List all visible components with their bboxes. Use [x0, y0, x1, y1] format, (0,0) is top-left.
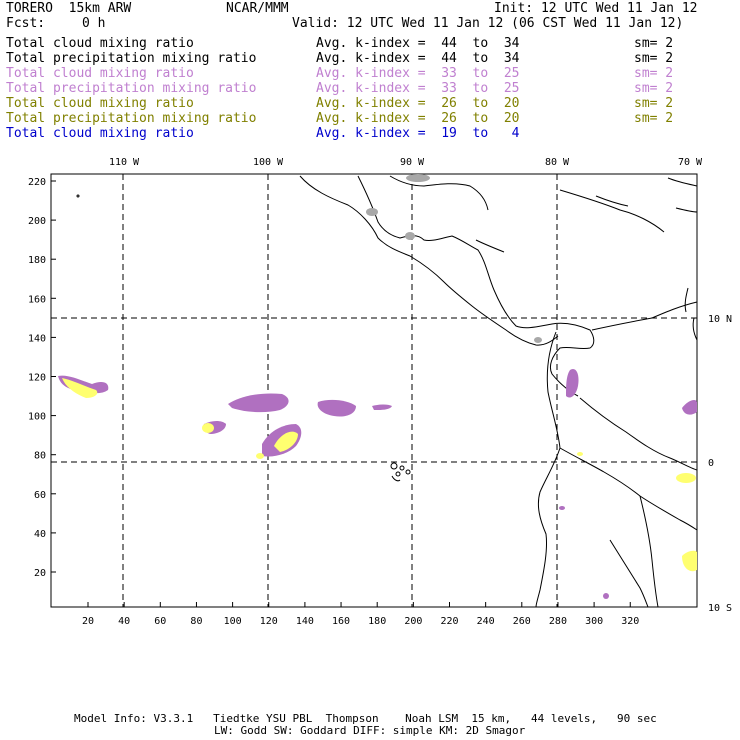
purple-cloud: [682, 400, 697, 415]
y-tick-label: 140: [28, 333, 46, 344]
purple-cloud: [603, 593, 609, 599]
map-frame: [50, 173, 698, 608]
y-axis-ticks: 220 200 180 160 140 120 100 80 60 40 20: [28, 177, 56, 579]
legend-label: Total cloud mixing ratio: [6, 126, 194, 141]
y-tick-label: 200: [28, 216, 46, 227]
y-tick-label: 180: [28, 255, 46, 266]
legend-k-index: Avg. k-index = 44 to 34: [316, 51, 520, 66]
yellow-cloud: [577, 452, 583, 456]
model-info-line2: LW: Godd SW: Goddard DIFF: simple KM: 2D…: [214, 724, 526, 737]
legend-smoothing: sm= 2: [634, 96, 674, 111]
purple-cloud: [317, 399, 356, 417]
purple-cloud: [559, 506, 565, 510]
grey-cloud: [534, 337, 542, 343]
x-tick-label: 260: [513, 616, 531, 627]
legend-smoothing: sm= 2: [634, 111, 674, 126]
legend-label: Total cloud mixing ratio: [6, 36, 194, 51]
y-tick-label: 40: [34, 529, 46, 540]
init-time: Init: 12 UTC Wed 11 Jan 12: [494, 1, 698, 16]
forecast-label: Fcst:: [6, 16, 46, 31]
x-tick-label: 300: [585, 616, 603, 627]
x-tick-label: 320: [621, 616, 639, 627]
yellow-cloud: [202, 423, 214, 433]
legend-k-index: Avg. k-index = 26 to 20: [316, 96, 520, 111]
x-tick-label: 200: [404, 616, 422, 627]
legend-label: Total precipitation mixing ratio: [6, 51, 257, 66]
legend-k-index: Avg. k-index = 33 to 25: [316, 66, 520, 81]
org-label: NCAR/MMM: [226, 1, 289, 16]
legend-smoothing: sm= 2: [634, 51, 674, 66]
lat-lon-grid: [51, 174, 697, 607]
latitude-label: 10 S: [708, 603, 732, 614]
longitude-label: 80 W: [545, 157, 570, 168]
y-tick-label: 100: [28, 412, 46, 423]
x-tick-label: 140: [296, 616, 314, 627]
legend-smoothing: sm= 2: [634, 36, 674, 51]
yellow-cloud: [62, 378, 98, 398]
y-tick-label: 220: [28, 177, 46, 188]
legend-k-index: Avg. k-index = 26 to 20: [316, 111, 520, 126]
valid-time: Valid: 12 UTC Wed 11 Jan 12 (06 CST Wed …: [292, 16, 684, 31]
legend-smoothing: sm= 2: [634, 66, 674, 81]
x-tick-label: 240: [477, 616, 495, 627]
model-title: TORERO 15km ARW: [6, 1, 132, 16]
y-tick-label: 20: [34, 568, 46, 579]
x-tick-label: 180: [368, 616, 386, 627]
legend-label: Total precipitation mixing ratio: [6, 81, 257, 96]
latitude-labels: 10 N 0 10 S: [708, 314, 732, 614]
y-tick-label: 80: [34, 451, 46, 462]
longitude-labels: 110 W 100 W 90 W 80 W 70 W: [109, 157, 703, 168]
x-tick-label: 120: [260, 616, 278, 627]
yellow-cloud: [682, 550, 697, 572]
legend-k-index: Avg. k-index = 44 to 34: [316, 36, 520, 51]
purple-cloud: [228, 393, 289, 413]
legend-label: Total cloud mixing ratio: [6, 96, 194, 111]
longitude-label: 100 W: [253, 157, 284, 168]
x-tick-label: 40: [118, 616, 130, 627]
y-tick-label: 120: [28, 373, 46, 384]
y-tick-label: 60: [34, 490, 46, 501]
purple-cloud: [566, 368, 579, 398]
legend-label: Total cloud mixing ratio: [6, 66, 194, 81]
x-tick-label: 100: [224, 616, 242, 627]
latitude-label: 0: [708, 458, 714, 469]
cloud-shapes: [58, 174, 697, 599]
forecast-hour: 0 h: [82, 16, 106, 31]
yellow-cloud: [256, 453, 264, 459]
grey-cloud: [366, 208, 378, 216]
x-tick-label: 80: [190, 616, 202, 627]
x-axis-ticks: 20 40 60 80 100 120 140 160 180 200 220 240 260 280 30…: [82, 602, 639, 627]
legend-smoothing: sm= 2: [634, 81, 674, 96]
x-tick-label: 20: [82, 616, 94, 627]
longitude-label: 70 W: [678, 157, 703, 168]
x-tick-label: 60: [154, 616, 166, 627]
y-tick-label: 160: [28, 294, 46, 305]
model-info-line1: Model Info: V3.3.1 Tiedtke YSU PBL Thomp…: [74, 712, 657, 725]
legend-k-index: Avg. k-index = 33 to 25: [316, 81, 520, 96]
latitude-label: 10 N: [708, 314, 732, 325]
grey-cloud: [405, 232, 415, 240]
yellow-cloud: [274, 431, 298, 452]
yellow-cloud: [676, 473, 696, 483]
longitude-label: 90 W: [400, 157, 425, 168]
x-tick-label: 160: [332, 616, 350, 627]
purple-cloud: [372, 404, 392, 410]
coastline: [76, 175, 698, 608]
longitude-label: 110 W: [109, 157, 140, 168]
grey-cloud: [406, 174, 430, 182]
x-tick-label: 280: [549, 616, 567, 627]
legend-label: Total precipitation mixing ratio: [6, 111, 257, 126]
x-tick-label: 220: [440, 616, 458, 627]
legend-k-index: Avg. k-index = 19 to 4: [316, 126, 520, 141]
